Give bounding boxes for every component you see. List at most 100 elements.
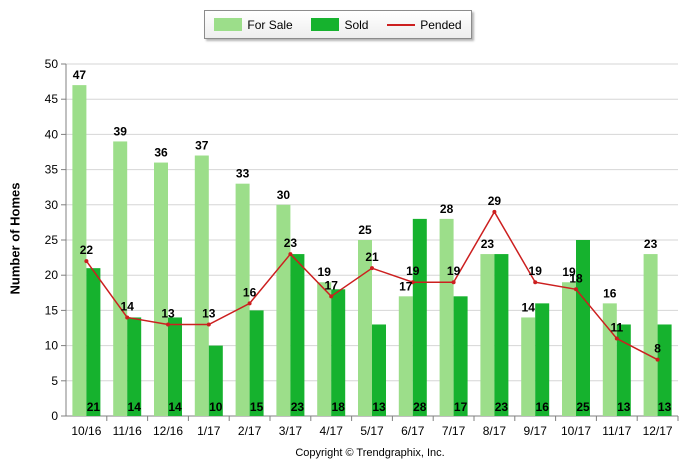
data-label-sold: 13 <box>372 400 386 414</box>
legend-label-sold: Sold <box>344 17 369 32</box>
bar-sold <box>657 324 672 416</box>
data-label-for-sale: 39 <box>114 124 128 138</box>
pended-point <box>370 266 374 271</box>
pended-point <box>574 287 578 292</box>
data-label-pended: 11 <box>610 321 623 335</box>
data-label-sold: 25 <box>576 400 590 414</box>
bar-sold <box>331 289 346 416</box>
bar-for-sale <box>154 162 168 416</box>
data-label-sold: 23 <box>495 400 509 414</box>
data-label-pended: 8 <box>654 342 661 356</box>
data-label-pended: 19 <box>406 264 420 278</box>
bar-sold <box>535 303 550 416</box>
x-tick-label: 4/17 <box>320 424 344 438</box>
data-label-pended: 17 <box>325 278 339 292</box>
bar-layer <box>72 85 672 417</box>
data-label-pended: 14 <box>121 299 135 313</box>
bar-for-sale <box>72 85 87 417</box>
y-tick-label: 20 <box>45 268 59 282</box>
legend-label-for-sale: For Sale <box>247 17 293 32</box>
data-label-pended: 19 <box>447 264 461 278</box>
legend-swatch-pended <box>387 23 416 26</box>
data-label-sold: 21 <box>87 400 101 414</box>
bar-sold <box>168 317 182 416</box>
data-label-sold: 28 <box>413 400 427 414</box>
bar-for-sale <box>113 141 128 416</box>
data-label-sold: 17 <box>454 400 468 414</box>
legend-item-for-sale: For Sale <box>214 17 293 32</box>
data-label-sold: 10 <box>209 400 223 414</box>
pended-point <box>84 259 89 264</box>
data-label-sold: 14 <box>168 400 182 414</box>
line-layer <box>84 209 660 362</box>
pended-point <box>166 322 170 327</box>
pended-point <box>614 336 619 341</box>
y-tick-label: 0 <box>51 409 58 423</box>
data-label-for-sale: 30 <box>277 188 291 202</box>
pended-point <box>329 294 334 299</box>
y-tick-label: 50 <box>45 57 59 71</box>
y-tick-label: 30 <box>45 198 59 212</box>
bar-for-sale <box>194 155 209 416</box>
bar-sold <box>616 324 631 416</box>
x-tick-label: 8/17 <box>483 424 507 438</box>
y-tick-label: 35 <box>45 163 59 177</box>
data-label-for-sale: 37 <box>195 139 209 153</box>
bar-sold <box>412 218 427 416</box>
pended-point <box>655 357 660 362</box>
pended-point <box>288 252 293 257</box>
data-label-pended: 29 <box>488 194 502 208</box>
data-label-sold: 23 <box>291 400 305 414</box>
data-label-for-sale: 28 <box>440 202 454 216</box>
data-label-for-sale: 36 <box>154 146 168 160</box>
x-tick-label: 11/17 <box>602 424 631 438</box>
x-tick-label: 2/17 <box>238 424 262 438</box>
bar-sold <box>290 254 305 416</box>
data-label-pended: 18 <box>569 271 583 285</box>
data-label-sold: 16 <box>536 400 550 414</box>
pended-point <box>492 209 497 214</box>
data-label-pended: 13 <box>202 306 216 320</box>
x-tick-label: 1/17 <box>197 424 221 438</box>
data-label-for-sale: 47 <box>73 68 87 82</box>
bar-for-sale <box>398 296 413 416</box>
data-label-for-sale: 23 <box>481 237 495 251</box>
bar-sold <box>494 254 509 416</box>
data-label-sold: 13 <box>658 400 672 414</box>
x-tick-label: 11/16 <box>113 424 142 438</box>
data-label-for-sale: 14 <box>522 300 536 314</box>
legend-swatch-sold <box>311 18 340 31</box>
pended-point <box>125 315 130 320</box>
x-tick-label: 10/17 <box>561 424 591 438</box>
x-tick-label: 12/16 <box>153 424 183 438</box>
bar-sold <box>127 317 142 416</box>
data-label-for-sale: 16 <box>603 286 617 300</box>
bar-for-sale <box>317 282 332 416</box>
data-label-pended: 16 <box>243 285 257 299</box>
data-label-for-sale: 19 <box>318 265 332 279</box>
y-tick-label: 25 <box>45 233 59 247</box>
x-tick-label: 9/17 <box>524 424 548 438</box>
bar-sold <box>86 268 101 416</box>
bar-for-sale <box>235 183 250 416</box>
data-label-for-sale: 25 <box>358 223 372 237</box>
y-tick-label: 45 <box>45 92 59 106</box>
pended-point <box>206 322 211 327</box>
pended-point <box>247 301 252 306</box>
x-tick-label: 10/16 <box>71 424 101 438</box>
legend-item-pended: Pended <box>387 18 462 32</box>
data-label-for-sale: 19 <box>562 265 576 279</box>
data-label-for-sale: 17 <box>399 279 413 293</box>
label-layer: 4721391436143710331530231918251317282817… <box>73 68 672 414</box>
data-label-sold: 15 <box>250 400 264 414</box>
bar-for-sale <box>562 282 576 416</box>
y-axis-title: Number of Homes <box>7 182 23 295</box>
legend-item-sold: Sold <box>311 18 368 32</box>
data-label-sold: 18 <box>332 400 346 414</box>
legend-swatch-for-sale <box>214 18 243 31</box>
data-label-for-sale: 33 <box>236 167 250 181</box>
x-tick-label: 5/17 <box>360 424 384 438</box>
data-label-sold: 14 <box>128 400 142 414</box>
